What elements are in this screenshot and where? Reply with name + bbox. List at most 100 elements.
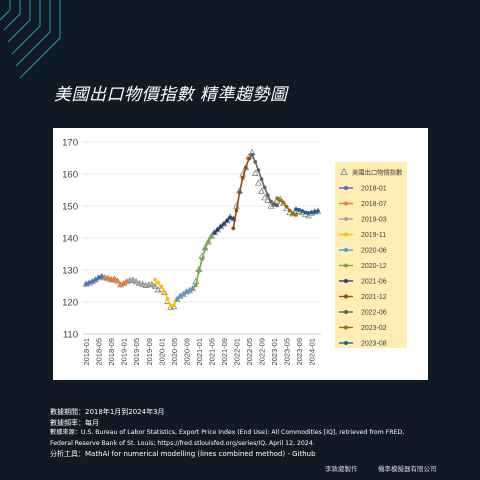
series-point [212, 230, 217, 235]
series-point [143, 283, 148, 288]
series-point [259, 177, 264, 182]
x-tick-label: 2021-01 [195, 338, 204, 366]
x-tick-label: 2019-05 [132, 338, 141, 366]
series-point [243, 165, 248, 170]
series-point [303, 210, 308, 215]
series-point [99, 274, 104, 279]
legend-marker [344, 294, 348, 299]
x-tick-label: 2019-09 [145, 338, 154, 366]
series-point [284, 204, 289, 209]
y-tick-label: 140 [62, 234, 78, 245]
series-point [181, 292, 186, 297]
series-line [232, 154, 253, 229]
page-title: 美國出口物價指數 精準趨勢圖 [54, 85, 288, 105]
y-tick-label: 170 [62, 138, 78, 149]
decorative-corner-lines [0, 0, 61, 79]
observed-point [254, 179, 262, 186]
x-tick-label: 2021-09 [220, 338, 229, 366]
series-point [222, 222, 226, 226]
x-tick-label: 2020-01 [157, 338, 166, 366]
legend-label: 2021-06 [361, 279, 387, 286]
x-tick-label: 2022-01 [232, 338, 241, 366]
series-point [128, 278, 132, 283]
observed-point [264, 196, 272, 203]
note-period: 數據期間：2018年1月到2024年3月 [50, 408, 165, 416]
series-point [178, 294, 182, 299]
series-point [153, 284, 157, 288]
series-line [194, 232, 216, 286]
series-point [96, 275, 101, 280]
series-point [156, 280, 161, 285]
series-point [218, 224, 223, 229]
legend-label: 2018-01 [361, 186, 387, 193]
series-point [262, 185, 267, 190]
series-point [290, 211, 295, 216]
series-point [240, 175, 245, 180]
series-point [187, 288, 192, 293]
note-tool: 分析工具：MathAI for numerical modelling (lin… [50, 450, 316, 458]
series-point [190, 286, 195, 291]
legend-label: 2021-12 [361, 294, 387, 301]
series-point [162, 289, 167, 294]
x-tick-label: 2022-05 [245, 338, 254, 366]
series-point [228, 215, 233, 220]
x-tick-label: 2020-09 [182, 338, 191, 366]
series-point [200, 257, 204, 262]
legend-marker [344, 248, 348, 252]
x-tick-label: 2023-05 [283, 338, 292, 366]
observed-point [261, 194, 269, 201]
series-point [159, 284, 164, 289]
series-point [265, 193, 270, 198]
series-point [193, 283, 198, 288]
legend-marker [344, 186, 348, 190]
series-point [184, 289, 189, 294]
series-point [103, 275, 107, 280]
x-tick-label: 2024-01 [308, 338, 317, 366]
y-tick-label: 120 [62, 298, 78, 309]
series-point [115, 278, 120, 283]
series-point [306, 211, 311, 215]
legend-label: 2020-06 [361, 248, 387, 255]
y-tick-label: 130 [62, 266, 78, 277]
series-point [312, 209, 317, 214]
series-point [278, 198, 283, 203]
observed-point [258, 187, 265, 194]
x-tick-label: 2023-01 [270, 338, 279, 366]
series-point [315, 209, 320, 214]
x-tick-label: 2019-01 [120, 338, 129, 366]
legend-marker [344, 201, 348, 206]
series-point [297, 207, 301, 212]
legend-marker [344, 263, 348, 268]
series-point [84, 282, 89, 286]
y-tick-label: 110 [63, 330, 78, 341]
series-point [146, 282, 151, 287]
legend-label: 2023-08 [361, 341, 387, 348]
legend-label: 2018-07 [361, 201, 387, 208]
series-point [175, 297, 179, 302]
series-point [287, 208, 292, 213]
observed-point [251, 169, 259, 176]
series-point [90, 279, 95, 284]
series-point [196, 269, 201, 274]
series-point [231, 226, 236, 231]
series-point [209, 234, 214, 239]
note-source-line-2: Federal Reserve Bank of St. Louis; https… [50, 439, 315, 447]
legend-label: 2022-06 [361, 310, 387, 317]
series-point [134, 279, 139, 284]
series-point [268, 199, 273, 204]
notes-block: 數據期間：2018年1月到2024年3月 數據頻率：每月 數據來源：U.S. B… [50, 407, 470, 460]
x-tick-label: 2020-05 [170, 338, 179, 366]
series-point [281, 200, 286, 205]
x-tick-label: 2022-09 [258, 338, 267, 366]
series-point [137, 281, 142, 286]
series-point [294, 213, 298, 217]
note-source-line-1: 數據來源：U.S. Bureau of Labor Statistics, Ex… [50, 429, 405, 436]
note-frequency: 數據頻率：每月 [50, 418, 99, 427]
legend-marker [344, 341, 348, 345]
legend-marker-observed [340, 168, 348, 175]
series-point [234, 208, 239, 213]
series-point [87, 280, 92, 285]
legend-marker [344, 232, 348, 237]
series-point [309, 210, 314, 215]
